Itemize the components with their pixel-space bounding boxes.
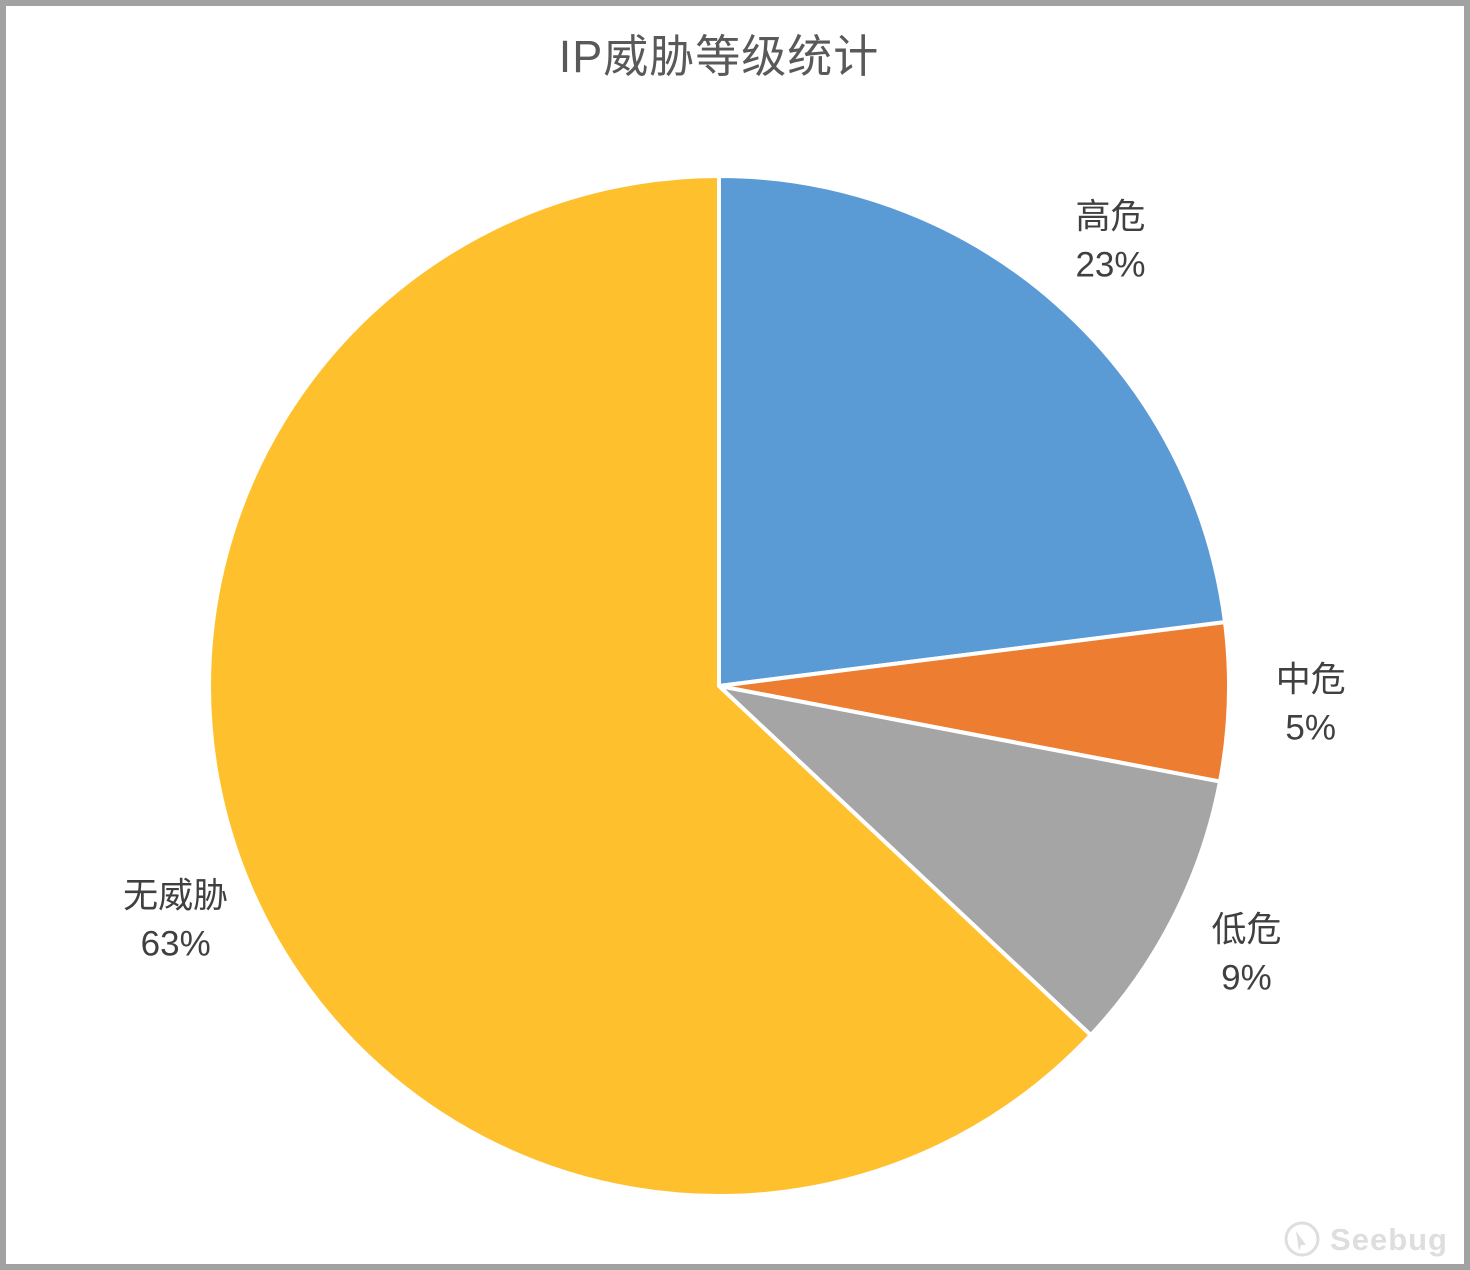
seebug-logo-icon — [1284, 1221, 1320, 1257]
pie-slice-中危 — [717, 620, 1231, 784]
slice-label-name: 高危 — [1075, 197, 1146, 237]
slice-label-percent: 23% — [1075, 245, 1146, 285]
slice-label-percent: 9% — [1221, 958, 1272, 998]
pie-slice-无威胁 — [207, 174, 1093, 1198]
pie-slice-低危 — [717, 684, 1222, 1038]
pie-slice-高危 — [717, 174, 1227, 688]
slice-label-低危: 低危 9% — [1211, 906, 1281, 1003]
seebug-watermark: Seebug — [1280, 1218, 1448, 1262]
slice-label-name: 无威胁 — [123, 876, 229, 916]
slice-label-percent: 5% — [1285, 708, 1336, 748]
slice-label-无威胁: 无威胁 63% — [123, 873, 228, 970]
pie-chart — [207, 174, 1231, 1198]
slice-label-percent: 63% — [140, 925, 211, 965]
slice-label-中危: 中危 5% — [1276, 656, 1346, 753]
seebug-watermark-text: Seebug — [1330, 1222, 1448, 1257]
chart-title: IP威胁等级统计 — [558, 31, 880, 82]
slice-label-name: 中危 — [1275, 660, 1346, 700]
slice-label-高危: 高危 23% — [1075, 194, 1145, 291]
slice-label-name: 低危 — [1211, 910, 1282, 950]
